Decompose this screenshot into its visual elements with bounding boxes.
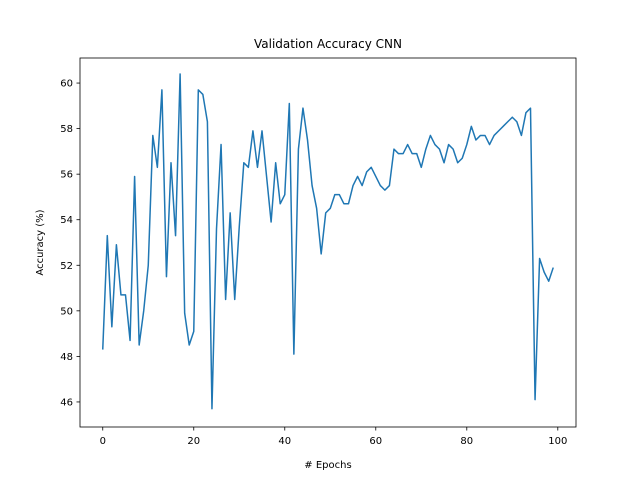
chart-title: Validation Accuracy CNN — [254, 37, 402, 51]
x-tick-label: 0 — [100, 436, 106, 447]
y-tick-label: 46 — [60, 397, 73, 408]
x-tick-label: 100 — [548, 436, 567, 447]
y-tick-label: 60 — [60, 79, 73, 90]
plot-area — [102, 73, 554, 410]
x-tick-label: 20 — [187, 436, 200, 447]
x-tick-label: 80 — [460, 436, 473, 447]
x-tick-label: 60 — [369, 436, 382, 447]
y-tick-label: 58 — [60, 124, 73, 135]
y-tick-label: 56 — [60, 170, 73, 181]
y-axis-label: Accuracy (%) — [35, 209, 46, 275]
series-line-0 — [102, 73, 554, 410]
x-tick-label: 40 — [278, 436, 291, 447]
x-axis: 0 20 40 60 80 100 — [100, 427, 567, 447]
y-axis: 46 48 50 52 54 56 58 60 — [60, 79, 80, 408]
y-tick-label: 48 — [60, 352, 73, 363]
y-tick-label: 54 — [60, 215, 73, 226]
plot-frame — [79, 57, 577, 428]
y-tick-label: 50 — [60, 306, 73, 317]
x-axis-label: # Epochs — [304, 460, 351, 471]
y-tick-label: 52 — [60, 261, 73, 272]
